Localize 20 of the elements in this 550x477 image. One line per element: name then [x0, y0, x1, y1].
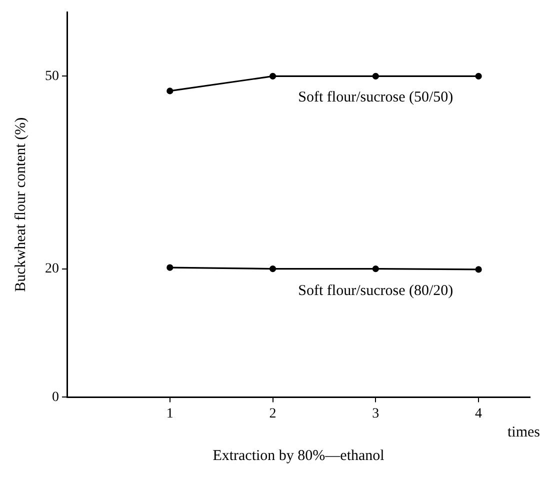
text: times: [508, 424, 540, 441]
point: [166, 88, 174, 94]
x-axis-title: Extraction by 80%—ethanol: [212, 448, 384, 464]
x-tick-label: 1: [166, 406, 174, 422]
y-tick-label: 0: [52, 390, 59, 405]
series-label: Soft flour/sucrose (80/20): [298, 282, 454, 299]
y-tick-label: 50: [45, 68, 59, 84]
y-tick-label: 20: [45, 261, 59, 276]
point: [372, 72, 379, 80]
series-label: Soft flour/sucrose (50/50): [298, 90, 454, 106]
point: [269, 72, 276, 80]
point: [372, 266, 379, 272]
point: [269, 266, 276, 272]
x-tick-label: 3: [372, 406, 380, 422]
x-tick-label: 4: [475, 406, 482, 422]
point: [475, 72, 482, 80]
point: [475, 266, 482, 273]
y-axis-title: Buckwheat flour content (%): [12, 117, 29, 292]
point: [166, 264, 174, 271]
x-tick-label: 2: [269, 406, 276, 422]
